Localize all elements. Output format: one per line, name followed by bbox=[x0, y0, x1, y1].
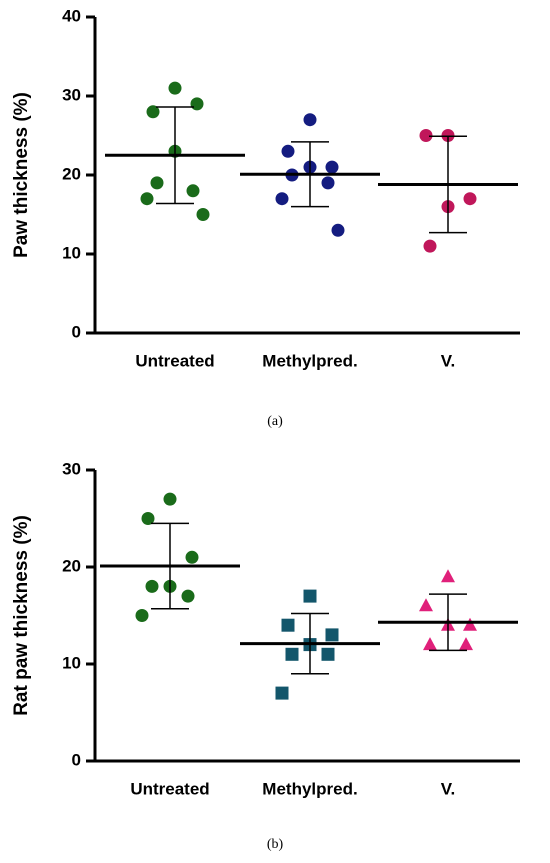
x-tick-label: V. bbox=[441, 779, 456, 798]
data-point bbox=[325, 628, 339, 642]
data-point bbox=[419, 598, 433, 612]
data-point bbox=[150, 176, 164, 190]
x-tick-label: Methylpred. bbox=[262, 779, 357, 798]
data-point bbox=[141, 512, 155, 525]
data-point bbox=[145, 579, 159, 593]
data-point bbox=[285, 647, 299, 661]
data-point bbox=[168, 81, 182, 95]
y-axis-label: Rat paw thickness (%) bbox=[11, 515, 32, 716]
data-point bbox=[281, 618, 295, 632]
x-tick-label: Methylpred. bbox=[262, 351, 357, 370]
data-point bbox=[196, 208, 210, 221]
data-point bbox=[140, 192, 154, 206]
data-point bbox=[331, 223, 345, 237]
data-point bbox=[463, 617, 477, 631]
data-point bbox=[321, 647, 335, 661]
data-point bbox=[303, 589, 317, 603]
data-point bbox=[190, 97, 204, 111]
y-tick-label: 0 bbox=[72, 322, 81, 341]
y-tick-label: 0 bbox=[72, 750, 81, 769]
caption: (b) bbox=[267, 837, 284, 852]
x-tick-label: Untreated bbox=[130, 779, 209, 798]
x-tick-label: V. bbox=[441, 351, 456, 370]
y-tick-label: 20 bbox=[62, 164, 81, 183]
data-point bbox=[459, 637, 473, 651]
data-point bbox=[463, 192, 477, 206]
caption: (a) bbox=[267, 414, 283, 429]
data-point bbox=[423, 637, 437, 651]
data-point bbox=[186, 184, 200, 198]
data-point bbox=[163, 492, 177, 506]
y-tick-label: 40 bbox=[62, 6, 81, 25]
data-point bbox=[303, 113, 317, 127]
data-point bbox=[423, 239, 437, 253]
y-tick-label: 20 bbox=[62, 556, 81, 575]
data-point bbox=[441, 129, 455, 142]
data-point bbox=[146, 105, 160, 119]
data-point bbox=[181, 589, 195, 603]
y-axis-label: Paw thickness (%) bbox=[11, 92, 32, 258]
data-point bbox=[281, 144, 295, 158]
data-point bbox=[419, 129, 433, 142]
x-tick-label: Untreated bbox=[135, 351, 214, 370]
y-tick-label: 10 bbox=[62, 653, 81, 672]
data-point bbox=[275, 686, 289, 700]
data-point bbox=[135, 609, 149, 622]
y-tick-label: 10 bbox=[62, 243, 81, 262]
data-point bbox=[321, 176, 335, 190]
data-point bbox=[185, 550, 199, 564]
data-point bbox=[441, 569, 455, 583]
data-point bbox=[325, 160, 339, 174]
y-tick-label: 30 bbox=[62, 85, 81, 104]
y-tick-label: 30 bbox=[62, 459, 81, 478]
data-point bbox=[275, 192, 289, 206]
